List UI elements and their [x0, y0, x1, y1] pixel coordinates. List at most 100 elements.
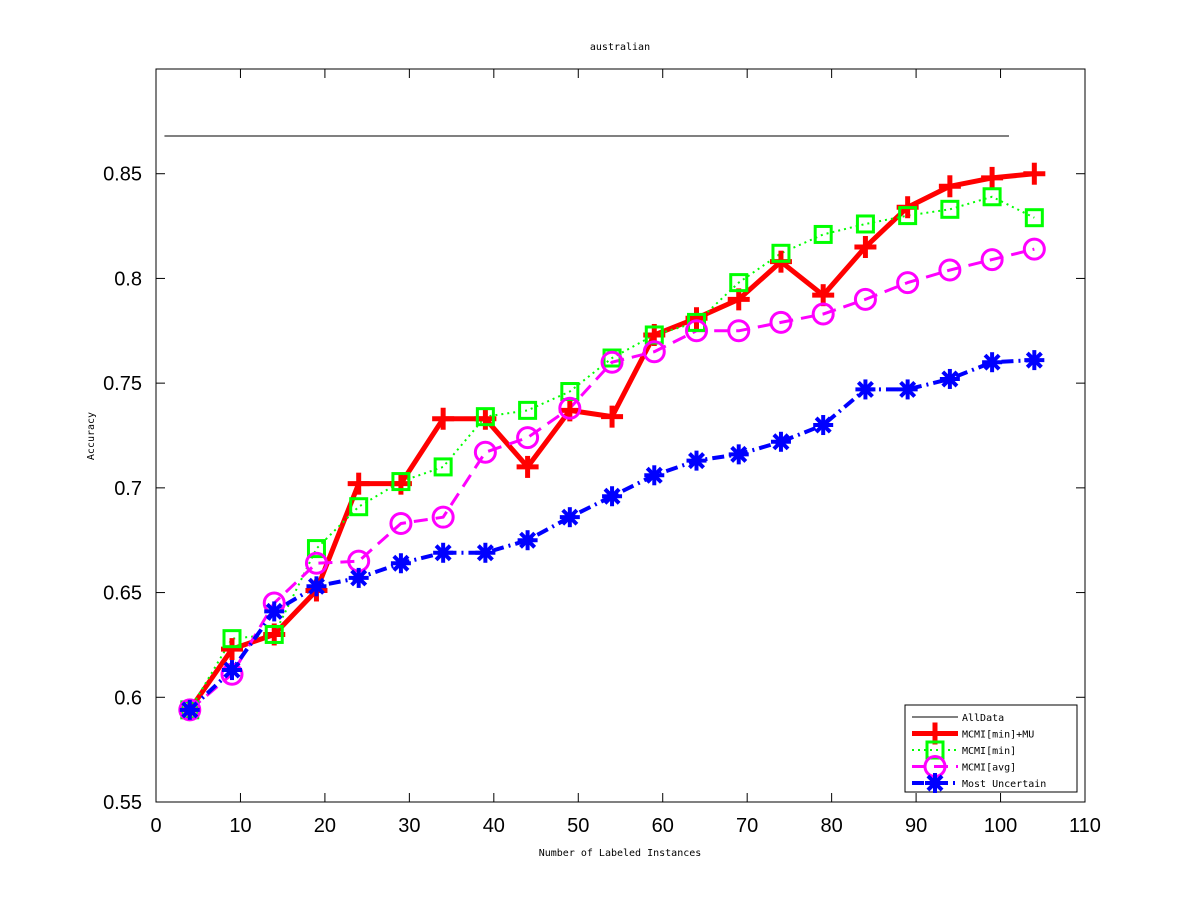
data-point-asterisk [1024, 350, 1045, 371]
data-point-asterisk [855, 379, 876, 400]
data-point-circle [642, 340, 666, 364]
data-point-square [771, 243, 791, 263]
x-axis-label: Number of Labeled Instances [539, 848, 702, 859]
data-point-asterisk [813, 415, 834, 436]
data-point-circle [600, 350, 624, 374]
legend-label: MCMI[min] [962, 746, 1016, 757]
data-point-asterisk [644, 465, 665, 486]
data-point-circle [811, 302, 835, 326]
data-point-asterisk [602, 486, 623, 507]
data-point-asterisk [475, 542, 496, 563]
y-tick-label: 0.6 [114, 687, 142, 709]
data-point-circle [685, 319, 709, 343]
data-point-asterisk [433, 542, 454, 563]
x-tick-label: 50 [567, 815, 589, 837]
data-point-asterisk [559, 507, 580, 528]
data-point-square [898, 206, 918, 226]
data-point-asterisk [179, 699, 200, 720]
data-point-asterisk [222, 660, 243, 681]
legend-label: Most Uncertain [962, 779, 1046, 790]
data-point-plus [981, 166, 1004, 189]
data-point-asterisk [897, 379, 918, 400]
data-point-plus [938, 175, 961, 198]
plot-area [155, 68, 1086, 803]
data-point-asterisk [686, 450, 707, 471]
x-tick-label: 0 [150, 815, 161, 837]
x-tick-label: 80 [821, 815, 843, 837]
legend-label: AllData [962, 713, 1004, 724]
y-tick-label: 0.75 [103, 373, 142, 395]
data-point-plus [432, 407, 455, 430]
data-point-circle [853, 287, 877, 311]
data-point-square [855, 214, 875, 234]
data-point-asterisk [770, 431, 791, 452]
data-point-asterisk [982, 352, 1003, 373]
series-line-mcmi-avg- [188, 247, 1035, 711]
x-tick-label: 10 [229, 815, 251, 837]
x-tick-label: 90 [905, 815, 927, 837]
series-line-mcmi-min-mu [187, 171, 1035, 712]
data-point-square [264, 624, 284, 644]
data-point-square [433, 457, 453, 477]
data-point-asterisk [939, 368, 960, 389]
data-point-circle [389, 511, 413, 535]
data-point-plus [516, 455, 539, 478]
data-point-plus [221, 638, 244, 661]
data-point-asterisk [728, 444, 749, 465]
y-tick-label: 0.55 [103, 792, 142, 814]
data-point-plus [812, 284, 835, 307]
data-point-square [306, 539, 326, 559]
y-tick-label: 0.7 [114, 478, 142, 500]
data-point-circle [1022, 237, 1046, 261]
x-tick-label: 70 [736, 815, 758, 837]
data-point-circle [980, 248, 1004, 272]
data-point-square [222, 629, 242, 649]
data-point-plus [854, 236, 877, 259]
series-line-mcmi-min- [188, 195, 1035, 711]
legend-label: MCMI[avg] [962, 763, 1016, 774]
y-tick-label: 0.85 [103, 164, 142, 186]
data-point-circle [896, 271, 920, 295]
x-tick-label: 20 [314, 815, 336, 837]
y-tick-label: 0.65 [103, 583, 142, 605]
x-tick-label: 60 [652, 815, 674, 837]
data-point-plus [601, 405, 624, 428]
data-point-square [349, 497, 369, 517]
data-point-asterisk [306, 576, 327, 597]
data-point-circle [727, 319, 751, 343]
data-point-circle [938, 258, 962, 282]
data-point-square [518, 400, 538, 420]
data-point-plus [1023, 162, 1046, 185]
y-tick-label: 0.8 [114, 268, 142, 290]
y-axis-label: Accuracy [86, 412, 97, 460]
data-point-circle [558, 396, 582, 420]
data-point-asterisk [517, 530, 538, 551]
data-point-square [813, 224, 833, 244]
x-tick-label: 40 [483, 815, 505, 837]
x-tick-label: 110 [1069, 815, 1101, 837]
legend-label: MCMI[min]+MU [962, 730, 1034, 741]
data-point-asterisk [348, 567, 369, 588]
data-point-asterisk [390, 553, 411, 574]
data-point-circle [769, 310, 793, 334]
series-line-most-uncertain [188, 358, 1035, 712]
legend-marker-asterisk [925, 773, 945, 793]
chart-title: australian [590, 42, 650, 53]
data-point-square [940, 199, 960, 219]
data-point-square [391, 472, 411, 492]
data-point-circle [516, 426, 540, 450]
x-tick-label: 30 [398, 815, 420, 837]
data-point-asterisk [264, 601, 285, 622]
data-point-plus [347, 472, 370, 495]
data-point-square [729, 273, 749, 293]
legend: AllData MCMI[min]+MU MCMI[min] MCMI[avg] Mos… [904, 704, 1078, 793]
x-tick-label: 100 [984, 815, 1017, 837]
data-point-square [982, 187, 1002, 207]
data-point-square [687, 312, 707, 332]
data-point-circle [473, 440, 497, 464]
data-point-circle [431, 505, 455, 529]
data-point-circle [304, 551, 328, 575]
data-point-square [1024, 208, 1044, 228]
data-point-square [475, 407, 495, 427]
